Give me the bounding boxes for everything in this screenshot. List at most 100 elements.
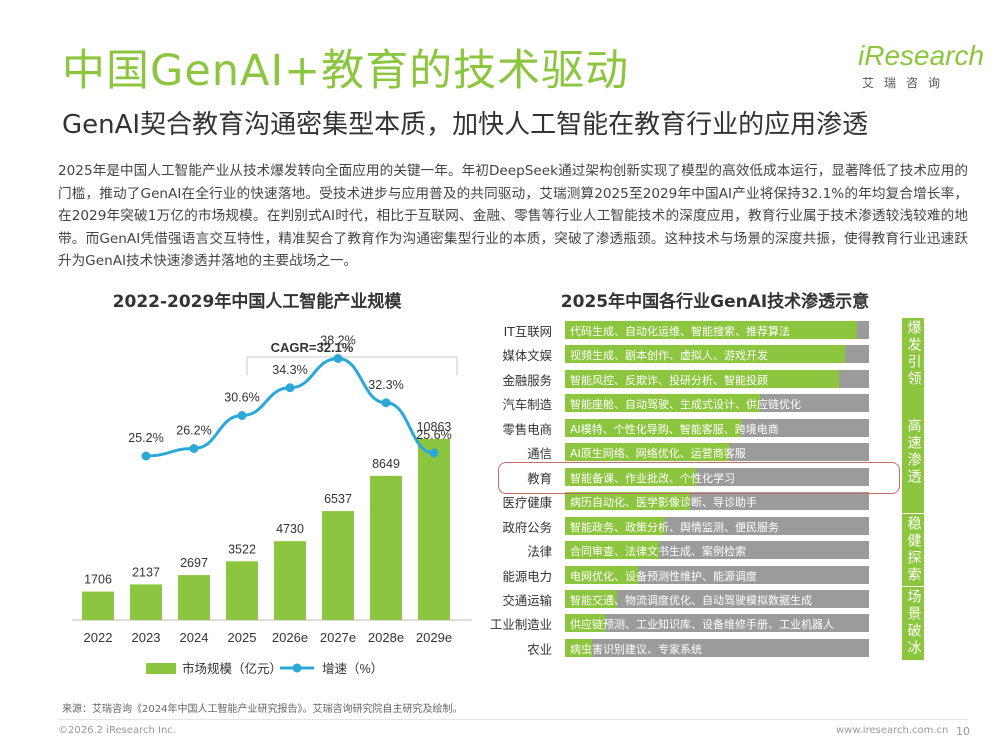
industry-row: 医疗健康 病历自动化、医学影像诊断、导诊助手 [480,492,880,511]
industry-row: 工业制造业 供应链预测、工业知识库、设备维修手册、工业机器人 [480,614,880,633]
penetration-fill [565,638,593,657]
application-text: 视频生成、剧本创作、虚拟人、游戏开发 [570,349,768,363]
industry-row: 汽车制造 智能座舱、自动驾驶、生成式设计、供应链优化 [480,394,880,413]
industry-label: 医疗健康 [502,495,552,511]
growth-point [141,451,151,461]
application-text: 病历自动化、医学影像诊断、导诊助手 [570,496,757,510]
penetration-fill [565,492,690,511]
penetration-bar: 合同审查、法律文书生成、案例检索 [565,541,869,560]
application-text: 智能风控、反欺诈、投研分析、智能投顾 [570,373,768,387]
application-text: AI原生网络、网络优化、运营商客服 [570,447,746,461]
x-tick-label: 2029e [416,630,452,645]
penetration-fill [565,345,845,364]
application-text: 合同审查、法律文书生成、案例检索 [570,545,746,559]
stage-label: 爆发引领 [902,318,924,391]
penetration-fill [565,418,742,437]
bar-value-label: 2697 [180,556,208,570]
application-text: 智能交通、物流调度优化、自动驾驶模拟数据生成 [570,593,812,607]
penetration-bar: 智能政务、政策分析、舆情监测、便民服务 [565,516,869,535]
iresearch-logo: iResearch 艾瑞咨询 [858,40,985,91]
bar-2022 [82,591,114,620]
stage-label: 场景破冰 [902,586,924,660]
website: www.iresearch.com.cn [836,725,949,736]
growth-point [381,398,391,408]
bar-value-label: 1706 [84,573,112,587]
penetration-bar: 供应链预测、工业知识库、设备维修手册、工业机器人 [565,614,869,633]
bar-2023 [130,584,162,620]
penetration-bar: AI模特、个性化导购、智能客服、跨境电商 [565,418,869,437]
penetration-bar: 智能风控、反欺诈、投研分析、智能投顾 [565,369,869,388]
legend-line-marker [292,663,302,673]
industry-row: 法律 合同审查、法律文书生成、案例检索 [480,541,880,560]
growth-label: 25.2% [128,431,163,445]
bar-value-label: 10863 [417,420,452,434]
penetration-fill [565,516,666,535]
growth-point [285,383,295,393]
application-text: 智能座舱、自动驾驶、生成式设计、供应链优化 [570,398,801,412]
bar-value-label: 4730 [276,522,304,536]
penetration-bar: 智能座舱、自动驾驶、生成式设计、供应链优化 [565,394,869,413]
x-tick-label: 2022 [84,630,113,645]
penetration-bar: AI原生网络、网络优化、运营商客服 [565,443,869,462]
application-text: 供应链预测、工业知识库、设备维修手册、工业机器人 [570,618,834,632]
penetration-bar: 智能备课、作业批改、个性化学习 [565,467,869,486]
legend-bar-swatch [146,663,176,674]
penetration-bar: 病历自动化、医学影像诊断、导诊助手 [565,492,869,511]
industry-label: 零售电商 [502,421,552,437]
penetration-fill [565,321,857,339]
penetration-bar: 代码生成、自动化运维、智能搜索、推荐算法 [565,321,869,339]
industry-label: 法律 [527,544,552,560]
market-size-chart: CAGR=32.1% 1706 2022 2137 2023 2697 2024 3522 20… [72,334,472,676]
industry-row: 政府公务 智能政务、政策分析、舆情监测、便民服务 [480,516,880,535]
market-size-chart-title: 2022-2029年中国人工智能产业规模 [112,292,402,312]
application-text: 智能政务、政策分析、舆情监测、便民服务 [570,520,779,534]
industry-label: 能源电力 [502,568,552,584]
application-text: AI模特、个性化导购、智能客服、跨境电商 [570,422,779,436]
cagr-label: CAGR=32.1% [271,340,354,355]
industry-row: 教育 智能备课、作业批改、个性化学习 [480,467,880,486]
penetration-fill [565,443,730,462]
growth-point [333,354,343,363]
penetration-bar: 病虫害识别建议、专家系统 [565,638,869,657]
x-tick-label: 2027e [320,630,356,645]
bar-2028e [370,475,402,620]
bar-value-label: 3522 [228,542,256,556]
industry-row: 零售电商 AI模特、个性化导购、智能客服、跨境电商 [480,418,880,437]
penetration-fill [565,589,617,608]
growth-label: 30.6% [224,391,259,405]
application-text: 代码生成、自动化运维、智能搜索、推荐算法 [570,325,790,338]
industry-label: 金融服务 [502,372,552,388]
bar-2027e [322,511,354,620]
logo-subtitle: 艾瑞咨询 [862,76,951,90]
growth-label: 25.6% [416,428,451,442]
industry-label: 工业制造业 [490,617,552,633]
industry-row: 能源电力 电网优化、设备预测性维护、能源调度 [480,565,880,584]
industry-row: 农业 病虫害识别建议、专家系统 [480,638,880,657]
growth-point [237,411,247,420]
penetration-bar: 智能交通、物流调度优化、自动驾驶模拟数据生成 [565,589,869,608]
x-tick-label: 2028e [368,630,404,645]
industry-label: 教育 [527,470,552,486]
legend-bar-label: 市场规模（亿元） [182,661,282,676]
copyright: ©2026.2 iResearch Inc. [58,725,176,736]
bar-2026e [274,541,306,620]
intro-paragraph: 2025年是中国人工智能产业从技术爆发转向全面应用的关键一年。年初DeepSee… [58,163,968,270]
application-text: 病虫害识别建议、专家系统 [570,642,702,656]
growth-point [189,444,199,453]
penetration-chart-title: 2025年中国各行业GenAI技术渗透示意 [560,292,870,312]
source-note: 来源：艾瑞咨询《2024年中国人工智能产业研究报告》。艾瑞咨询研究院自主研究及绘… [62,704,463,715]
industry-row: 交通运输 智能交通、物流调度优化、自动驾驶模拟数据生成 [480,589,880,608]
application-text: 电网优化、设备预测性维护、能源调度 [570,569,757,583]
x-tick-label: 2026e [272,630,308,645]
bar-value-label: 2137 [132,565,160,579]
penetration-fill [565,541,660,560]
bar-value-label: 8649 [372,457,400,471]
x-tick-label: 2024 [180,630,209,645]
application-text: 智能备课、作业批改、个性化学习 [570,471,735,485]
industry-label: 农业 [527,641,552,657]
growth-label: 26.2% [176,424,211,438]
penetration-fill [565,565,638,584]
logo-mark: iResearch [858,40,985,71]
bar-value-label: 6537 [324,492,352,506]
industry-label: 通信 [527,446,552,462]
